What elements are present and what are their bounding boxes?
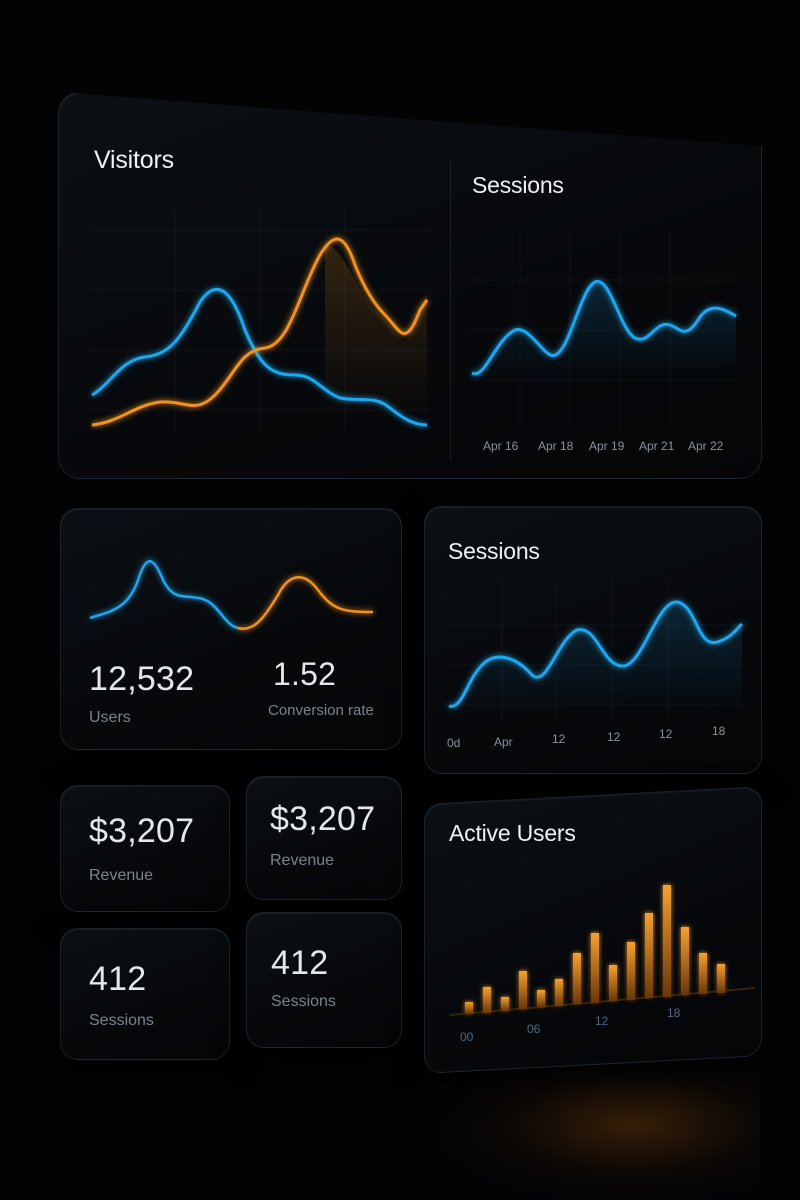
revenue-card-2 [246, 776, 402, 900]
visitors-title: Visitors [94, 146, 174, 174]
sessions-top-xlabel: Apr 19 [589, 439, 625, 453]
active-users-xlabel: 00 [460, 1030, 474, 1044]
sessions-mid-xlabel: 12 [659, 727, 673, 741]
revenue-value-2: $3,207 [270, 800, 376, 838]
sessions-mid-xlabel: 0d [447, 736, 461, 750]
sessions-top-xlabel: Apr 18 [538, 439, 574, 453]
revenue-label-1: Revenue [89, 867, 154, 884]
sessions-value-1: 412 [89, 960, 147, 998]
visitors-chart [90, 210, 430, 430]
visitors-orange-line [91, 237, 429, 427]
active-users-xlabel: 12 [595, 1014, 609, 1028]
conversion-label: Conversion rate [268, 702, 374, 719]
floor-glow [440, 1050, 760, 1200]
sessions-mid-xlabel: 12 [552, 732, 566, 746]
sessions-mid-chart [447, 580, 747, 720]
card-divider [450, 160, 451, 460]
revenue-card-1 [60, 785, 230, 912]
sessions-label-1: Sessions [89, 1012, 154, 1029]
revenue-label-2: Revenue [270, 852, 335, 869]
users-kpi-card [60, 508, 402, 750]
sessions-card-2 [246, 912, 402, 1048]
sessions-mid-xlabel: 18 [712, 724, 726, 738]
users-value: 12,532 [89, 660, 195, 698]
sessions-mid-xlabel: 12 [607, 730, 621, 744]
sessions-top-xlabel: Apr 16 [483, 439, 519, 453]
active-users-title: Active Users [449, 820, 576, 846]
active-users-xlabel: 18 [667, 1006, 681, 1020]
active-users-chart [449, 885, 756, 1016]
sessions-mid-title: Sessions [448, 538, 540, 564]
revenue-value-1: $3,207 [89, 812, 195, 850]
users-sparkline [89, 560, 374, 630]
sessions-top-title: Sessions [472, 172, 564, 198]
sessions-top-chart [470, 230, 740, 430]
sessions-card-1 [60, 928, 230, 1060]
sessions-top-xlabel: Apr 22 [688, 439, 724, 453]
users-sparkline-orange [237, 576, 374, 630]
sessions-label-2: Sessions [271, 993, 336, 1010]
sessions-value-2: 412 [271, 944, 329, 982]
sessions-mid-line [448, 600, 744, 708]
users-label: Users [89, 709, 131, 726]
sessions-top-xlabel: Apr 21 [639, 439, 675, 453]
sessions-top-line [471, 280, 737, 376]
conversion-value: 1.52 [273, 656, 337, 692]
active-users-xlabel: 06 [527, 1022, 541, 1036]
sessions-mid-xlabel: Apr [494, 735, 513, 749]
users-sparkline-blue [89, 560, 239, 630]
